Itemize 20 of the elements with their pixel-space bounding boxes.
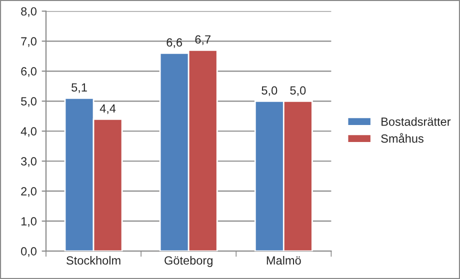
y-tick-label: 2,0 [21, 187, 37, 197]
x-tick-label: Göteborg [164, 256, 212, 267]
y-tick-label: 6,0 [21, 67, 37, 77]
y-tick-label: 4,0 [20, 127, 37, 137]
data-label: 5,0 [262, 86, 278, 96]
legend-label: Småhus [381, 133, 424, 143]
y-tick-label: 0,0 [21, 247, 37, 257]
y-tick-label: 8,0 [21, 7, 37, 17]
x-tick-label: Malmö [266, 256, 301, 265]
data-label: 5,0 [290, 86, 306, 96]
data-label: 6,6 [166, 38, 182, 48]
y-tick-label: 3,0 [21, 157, 37, 167]
data-label: 4,4 [100, 104, 116, 114]
y-tick-label: 5,0 [21, 97, 37, 107]
y-tick-label: 1,0 [21, 217, 37, 227]
x-tick-label: Stockholm [66, 256, 120, 265]
data-label: 5,1 [72, 83, 87, 94]
y-tick-label: 7,0 [21, 37, 37, 47]
data-label: 6,7 [195, 35, 210, 46]
legend-label: Bostadsrätter [382, 117, 451, 126]
